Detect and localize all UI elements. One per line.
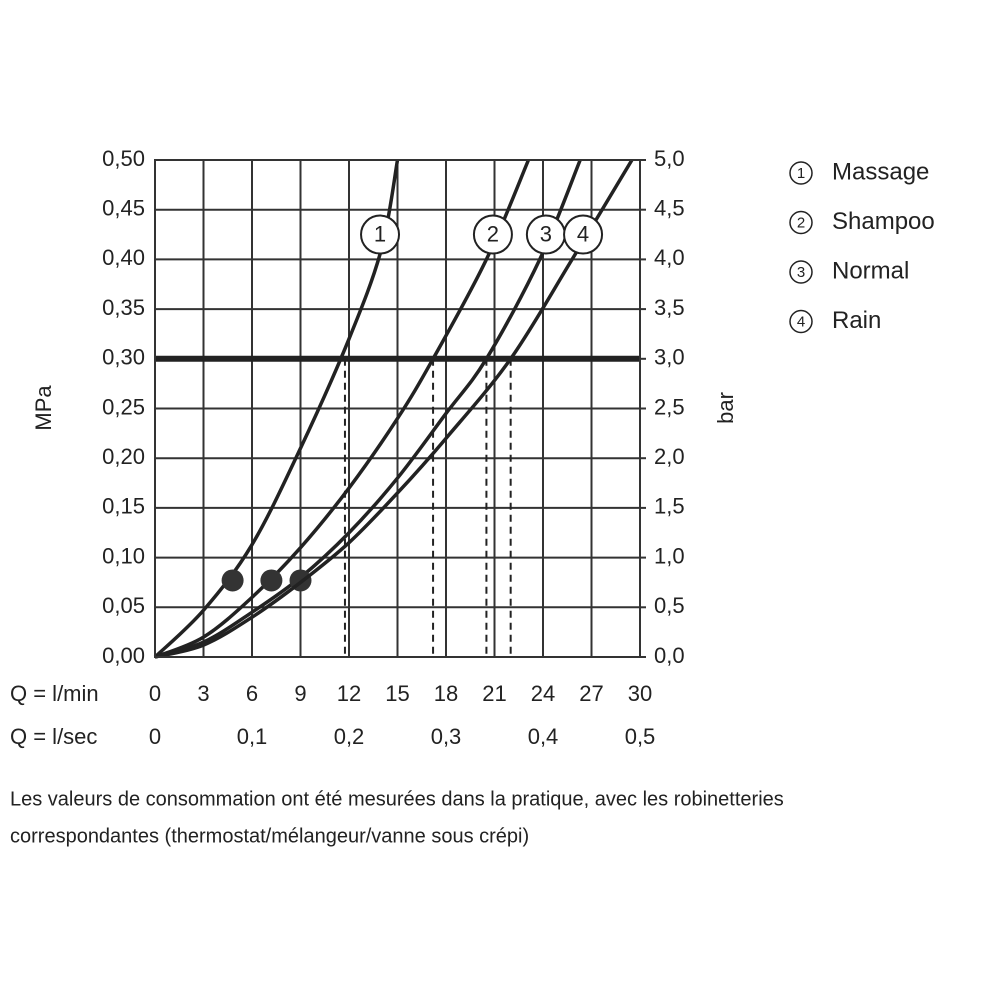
legend-circle <box>789 210 813 235</box>
x-tick-label: 21 <box>482 681 506 706</box>
curve <box>154 159 531 659</box>
y-tick-label: 0,35 <box>102 295 145 320</box>
legend-label: Rain <box>832 307 881 334</box>
x-tick-label: 24 <box>531 681 555 706</box>
x-tick-label: 15 <box>385 681 409 706</box>
legend-number: 4 <box>797 313 805 330</box>
point <box>260 569 283 592</box>
y2-tick-label: 0,0 <box>654 643 685 668</box>
x-tick-label: 18 <box>434 681 458 706</box>
y-axis-label: MPa <box>31 385 56 431</box>
x-tick-label: 3 <box>197 681 209 706</box>
legend-label: Massage <box>832 158 929 185</box>
y2-tick-label: 4,5 <box>654 196 685 221</box>
y-tick-label: 0,50 <box>102 146 145 171</box>
curve-label: 3 <box>540 221 552 246</box>
curve-label: 1 <box>374 221 386 246</box>
y-tick-label: 0,20 <box>102 444 145 469</box>
legend-circle <box>789 161 813 185</box>
y2-tick-label: 3,0 <box>654 345 685 370</box>
x2-tick-label: 0 <box>149 724 161 749</box>
legend-label: Shampoo <box>832 208 935 235</box>
x-tick-label: 6 <box>246 681 258 706</box>
y-tick-label: 0,45 <box>102 196 145 221</box>
curve-label: 4 <box>577 221 589 246</box>
curve <box>154 159 634 659</box>
curve-label-circle <box>563 214 604 255</box>
x-tick-label: 30 <box>628 681 652 706</box>
note: correspondantes (thermostat/mélangeur/va… <box>10 825 529 847</box>
y-tick-label: 0,05 <box>102 593 145 618</box>
legend-number: 1 <box>797 165 805 182</box>
y-tick-label: 0,25 <box>102 394 145 419</box>
curve-label-circle <box>360 214 401 255</box>
y2-tick-label: 1,0 <box>654 543 685 568</box>
y2-tick-label: 3,5 <box>654 295 685 320</box>
point <box>221 569 244 592</box>
x-tick-label: 27 <box>579 681 603 706</box>
y2-tick-label: 1,5 <box>654 494 685 519</box>
legend-circle <box>789 309 813 334</box>
y-tick-label: 0,10 <box>102 543 145 568</box>
note: Les valeurs de consommation ont été mesu… <box>10 788 784 810</box>
legend-label: Normal <box>832 257 909 284</box>
x-tick-label: 9 <box>294 681 306 706</box>
x-tick-label: 0 <box>149 681 161 706</box>
y2-tick-label: 2,5 <box>654 394 685 419</box>
y2-tick-label: 4,0 <box>654 245 685 270</box>
plot-frame <box>154 159 641 658</box>
curve-label-circle <box>472 214 513 255</box>
x2-axis-label: Q = l/sec <box>10 724 97 749</box>
x2-tick-label: 0,2 <box>334 724 365 749</box>
x2-tick-label: 0,4 <box>528 724 559 749</box>
y-tick-label: 0,30 <box>102 345 145 370</box>
legend-circle <box>789 260 813 284</box>
x2-tick-label: 0,3 <box>431 724 462 749</box>
x2-tick-label: 0,1 <box>237 724 268 749</box>
y-tick-label: 0,00 <box>102 643 145 668</box>
curve <box>154 159 582 659</box>
legend-number: 3 <box>797 264 805 281</box>
x-axis-label: Q = l/min <box>10 681 99 706</box>
x-tick-label: 12 <box>337 681 361 706</box>
legend-number: 2 <box>797 214 805 231</box>
y2-axis-label: bar <box>713 392 738 424</box>
y-tick-label: 0,40 <box>102 245 145 270</box>
y2-tick-label: 0,5 <box>654 593 685 618</box>
y-tick-label: 0,15 <box>102 494 145 519</box>
curve-label: 2 <box>487 221 499 246</box>
y2-tick-label: 2,0 <box>654 444 685 469</box>
x2-tick-label: 0,5 <box>625 724 656 749</box>
y2-tick-label: 5,0 <box>654 146 685 171</box>
